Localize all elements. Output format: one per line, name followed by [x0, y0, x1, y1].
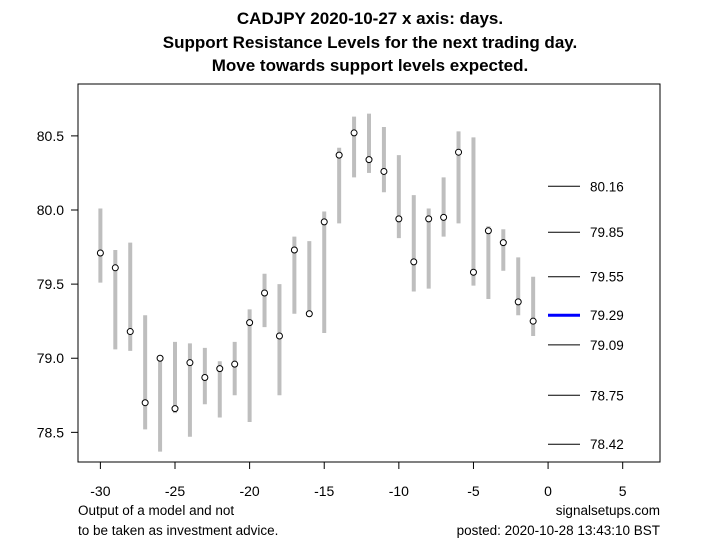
x-axis: -30 -25 -20 -15 -10 -5 0 5 — [90, 462, 627, 499]
close-point — [231, 360, 239, 368]
close-point — [201, 374, 209, 382]
level-label: 79.29 — [590, 308, 624, 323]
range-bars — [96, 113, 537, 452]
site-credit: signalsetups.com — [556, 503, 660, 518]
x-tick-label: -10 — [389, 483, 409, 499]
support-resistance-levels: 80.16 79.85 79.55 79.29 79.09 78.75 78.42 — [548, 179, 624, 452]
close-point — [514, 298, 522, 306]
y-tick-label: 79.5 — [37, 276, 64, 292]
level-label: 78.42 — [590, 437, 624, 452]
close-point — [469, 268, 477, 276]
footer: Output of a model and not to be taken as… — [78, 503, 660, 538]
y-tick-label: 79.0 — [37, 350, 64, 366]
level-label: 79.09 — [590, 338, 624, 353]
close-point — [275, 332, 283, 340]
close-point — [425, 215, 433, 223]
disclaimer-line-1: Output of a model and not — [78, 503, 234, 518]
level-label: 78.75 — [590, 388, 624, 403]
close-point — [111, 264, 119, 272]
chart-title: CADJPY 2020-10-27 x axis: days. Support … — [163, 9, 577, 75]
close-point — [335, 151, 343, 159]
title-line-3: Move towards support levels expected. — [212, 56, 528, 75]
y-tick-label: 80.5 — [37, 128, 64, 144]
close-point — [156, 354, 164, 362]
close-point — [320, 218, 328, 226]
close-point — [410, 258, 418, 266]
level-label: 79.55 — [590, 270, 624, 285]
close-point — [440, 213, 448, 221]
close-point — [395, 215, 403, 223]
close-point — [305, 310, 313, 318]
posted-timestamp: posted: 2020-10-28 13:43:10 BST — [457, 523, 660, 538]
y-axis: 78.5 79.0 79.5 80.0 80.5 — [37, 128, 78, 440]
x-tick-label: -15 — [314, 483, 334, 499]
level-label: 80.16 — [590, 179, 624, 194]
x-tick-label: -30 — [90, 483, 110, 499]
x-tick-label: -25 — [165, 483, 185, 499]
title-line-1: CADJPY 2020-10-27 x axis: days. — [237, 9, 503, 28]
level-label: 79.85 — [590, 225, 624, 240]
plot-frame — [77, 83, 661, 463]
close-point — [529, 317, 537, 325]
title-line-2: Support Resistance Levels for the next t… — [163, 33, 577, 52]
close-point — [186, 359, 194, 367]
y-tick-label: 80.0 — [37, 202, 64, 218]
y-tick-label: 78.5 — [37, 424, 64, 440]
close-point — [171, 405, 179, 413]
x-tick-label: 0 — [544, 483, 552, 499]
x-tick-label: -5 — [467, 483, 480, 499]
disclaimer-line-2: to be taken as investment advice. — [78, 523, 278, 538]
close-point — [261, 289, 269, 297]
close-point — [350, 129, 358, 137]
close-point — [380, 167, 388, 175]
close-point — [455, 148, 463, 156]
x-tick-label: 5 — [619, 483, 627, 499]
close-point — [126, 328, 134, 336]
close-point — [96, 249, 104, 257]
close-point — [499, 239, 507, 247]
close-point — [290, 246, 298, 254]
close-point — [141, 399, 149, 407]
close-point — [216, 365, 224, 373]
close-point — [365, 156, 373, 164]
close-point — [484, 227, 492, 235]
close-point — [246, 319, 254, 327]
x-tick-label: -20 — [239, 483, 259, 499]
